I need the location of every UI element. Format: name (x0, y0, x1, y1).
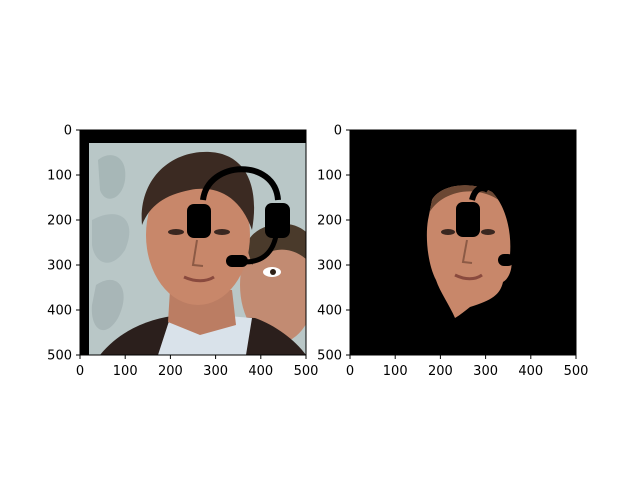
y-tick-label: 500 (47, 349, 72, 364)
x-tick-label: 500 (294, 364, 319, 379)
y-tick-label: 0 (334, 124, 342, 139)
y-tick-label: 200 (47, 214, 72, 229)
x-tick-label: 300 (203, 364, 228, 379)
x-tick-label: 400 (248, 364, 273, 379)
y-tick-label: 400 (47, 304, 72, 319)
x-tick-label: 0 (346, 364, 354, 379)
y-tick-label: 300 (47, 259, 72, 274)
x-tick-label: 200 (158, 364, 183, 379)
right-mask-panel-axes: 0 100 200 300 400 500 0 100 200 300 400 500 (317, 124, 588, 380)
headset-icon (187, 166, 290, 267)
y-tick-label: 200 (317, 214, 342, 229)
y-tick-label: 400 (317, 304, 342, 319)
y-tick-label: 300 (317, 259, 342, 274)
right-mask-panel (350, 130, 576, 355)
y-tick-label: 100 (47, 169, 72, 184)
x-tick-label: 100 (383, 364, 408, 379)
x-tick-label: 200 (428, 364, 453, 379)
x-tick-label: 0 (76, 364, 84, 379)
x-tick-label: 500 (564, 364, 589, 379)
y-tick-label: 100 (317, 169, 342, 184)
y-tick-label: 0 (64, 124, 72, 139)
x-tick-label: 400 (518, 364, 543, 379)
x-tick-label: 100 (113, 364, 138, 379)
left-image-panel-axes: 0 100 200 300 400 500 0 100 200 300 400 500 (47, 124, 318, 380)
x-tick-label: 300 (473, 364, 498, 379)
left-image-panel (80, 130, 306, 355)
y-tick-label: 500 (317, 349, 342, 364)
axes-group: 0 100 200 300 400 500 0 100 200 300 400 500 0 100 200 3… (47, 124, 588, 380)
